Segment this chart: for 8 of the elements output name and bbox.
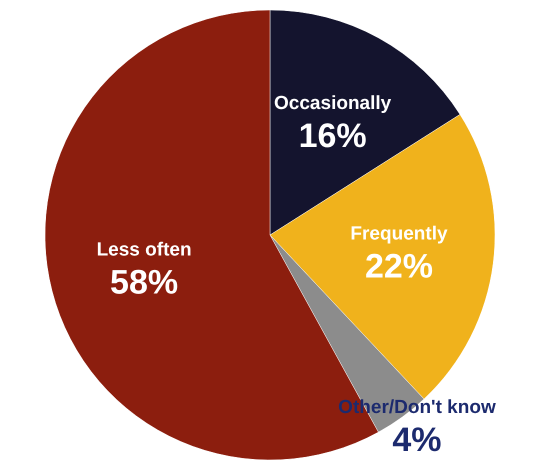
slice-label: Other/Don't know <box>338 397 496 418</box>
data-label: 16% <box>298 117 367 156</box>
data-label: 4% <box>392 421 442 459</box>
data-label: 22% <box>364 247 434 286</box>
slice-label: Frequently <box>350 223 448 244</box>
slice-label: Less often <box>96 239 192 260</box>
data-label: 58% <box>110 263 178 302</box>
slice-label: Occasionally <box>274 93 392 114</box>
